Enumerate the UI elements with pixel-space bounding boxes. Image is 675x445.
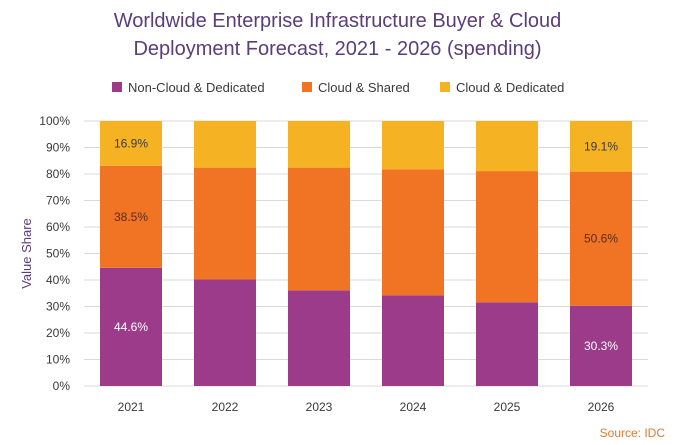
y-tick-label: 10% <box>46 353 70 367</box>
bar-segment <box>100 121 162 166</box>
data-label: 44.6% <box>114 320 148 334</box>
y-tick-label: 60% <box>46 220 70 234</box>
legend-swatch-cloud-dedicated <box>440 82 450 92</box>
legend-item-cloud-shared: Cloud & Shared <box>302 77 410 97</box>
bar-segment <box>476 302 538 386</box>
x-tick-label: 2021 <box>118 400 145 414</box>
legend-item-non-cloud-dedicated: Non-Cloud & Dedicated <box>112 77 265 97</box>
data-label: 30.3% <box>584 339 618 353</box>
legend-swatch-non-cloud-dedicated <box>112 82 122 92</box>
bar-segment <box>382 121 444 170</box>
bar-segment <box>382 295 444 386</box>
bar-segment <box>570 171 632 306</box>
bar-segment <box>570 305 632 386</box>
y-tick-label: 80% <box>46 167 70 181</box>
bar-segment <box>570 121 632 172</box>
chart-title-line-1: Worldwide Enterprise Infrastructure Buye… <box>113 10 562 32</box>
x-tick-label: 2022 <box>212 400 239 414</box>
y-tick-label: 0% <box>53 379 71 393</box>
y-tick-label: 40% <box>46 273 70 287</box>
data-label: 50.6% <box>584 232 618 246</box>
y-tick-label: 50% <box>46 247 70 261</box>
bar-segment <box>194 121 256 168</box>
chart-title-line-2: Deployment Forecast, 2021 - 2026 (spendi… <box>133 38 542 60</box>
x-tick-label: 2025 <box>494 400 521 414</box>
bar-segment <box>194 167 256 280</box>
bar-segment <box>476 171 538 303</box>
bar-segment <box>288 121 350 168</box>
legend-swatch-cloud-shared <box>302 82 312 92</box>
bar-segment <box>382 169 444 296</box>
y-tick-label: 90% <box>46 141 70 155</box>
chart-legend: Non-Cloud & Dedicated Cloud & Shared Clo… <box>0 77 675 97</box>
y-tick-label: 20% <box>46 326 70 340</box>
bar-segment <box>476 121 538 172</box>
bar-segment <box>194 279 256 386</box>
legend-label-cloud-dedicated: Cloud & Dedicated <box>456 79 565 95</box>
source-note: Source: IDC <box>599 426 665 440</box>
data-label: 19.1% <box>584 139 618 153</box>
x-tick-label: 2023 <box>306 400 333 414</box>
legend-label-non-cloud-dedicated: Non-Cloud & Dedicated <box>128 79 265 95</box>
legend-item-cloud-dedicated: Cloud & Dedicated <box>440 77 564 97</box>
x-tick-label: 2024 <box>400 400 427 414</box>
data-label: 38.5% <box>114 210 148 224</box>
data-label: 16.9% <box>114 136 148 150</box>
bar-segment <box>100 165 162 268</box>
bar-segment <box>288 167 350 291</box>
legend-label-cloud-shared: Cloud & Shared <box>318 79 410 95</box>
x-tick-label: 2026 <box>588 400 615 414</box>
y-tick-label: 30% <box>46 300 70 314</box>
y-axis-label: Value Share <box>19 218 34 289</box>
y-tick-label: 100% <box>39 114 70 128</box>
y-tick-label: 70% <box>46 194 70 208</box>
bar-segment <box>100 267 162 386</box>
bar-segment <box>288 290 350 386</box>
